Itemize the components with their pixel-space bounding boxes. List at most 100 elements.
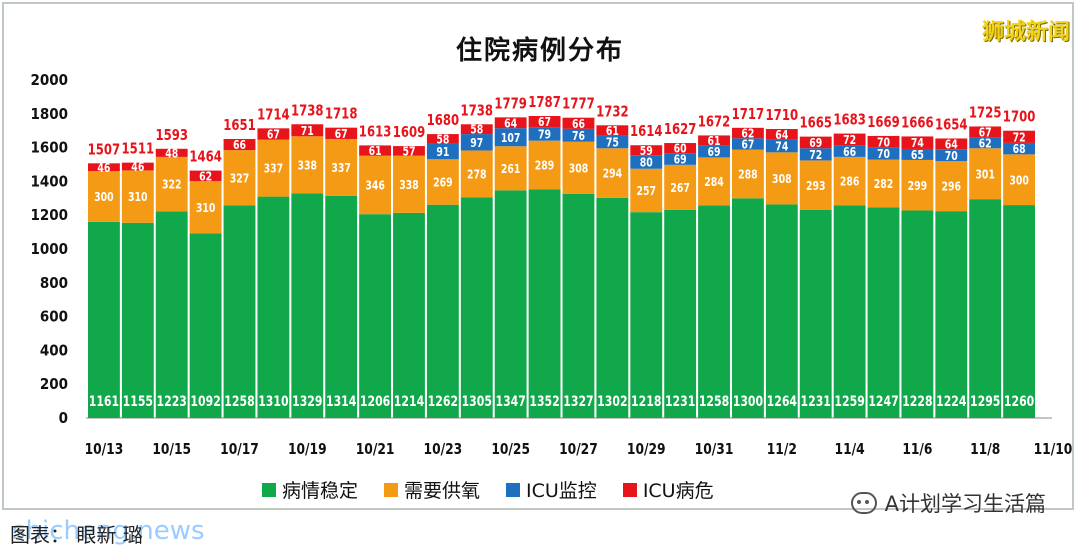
account-name: A计划学习生活篇 (884, 492, 1046, 516)
total-label: 1738 (291, 103, 324, 120)
bar-segment (393, 146, 425, 156)
bar-segment (935, 149, 968, 162)
bar-segment (88, 163, 120, 172)
data-label: 61 (708, 134, 721, 148)
bar-segment (528, 140, 561, 190)
data-label: 1300 (733, 393, 764, 410)
wechat-icon (850, 492, 877, 514)
bar-segment (833, 205, 866, 418)
data-label: 1231 (665, 393, 695, 410)
data-label: 65 (911, 148, 924, 162)
data-label: 338 (298, 158, 318, 172)
data-label: 257 (636, 184, 656, 198)
bar-segment (189, 181, 222, 234)
data-label: 64 (775, 128, 788, 142)
bar-segment (426, 204, 459, 418)
data-label: 1259 (834, 393, 864, 410)
total-label: 1738 (461, 103, 494, 120)
data-label: 1155 (123, 393, 153, 410)
data-label: 1314 (326, 393, 357, 410)
data-label: 338 (399, 178, 419, 192)
bar-segment (935, 211, 968, 418)
data-label: 74 (775, 139, 788, 153)
data-label: 76 (572, 129, 585, 143)
data-label: 261 (501, 162, 521, 176)
total-label: 1680 (427, 113, 460, 130)
total-label: 1710 (766, 108, 799, 125)
data-label: 284 (704, 175, 724, 189)
total-label: 1725 (969, 105, 1002, 122)
total-label: 1787 (528, 95, 561, 112)
bar-segment (799, 160, 832, 210)
data-label: 71 (301, 124, 314, 138)
bar-segment (799, 136, 832, 149)
x-tick-label: 10/31 (695, 441, 734, 458)
data-label: 296 (942, 180, 962, 194)
bar-segment (393, 212, 425, 418)
bar-segment (901, 136, 934, 149)
legend-swatch (506, 482, 521, 497)
data-label: 301 (975, 167, 995, 181)
data-label: 75 (606, 135, 619, 149)
x-tick-label: 10/27 (559, 441, 598, 458)
data-label: 293 (806, 179, 826, 193)
data-label: 1092 (190, 393, 220, 410)
data-label: 269 (433, 175, 453, 189)
data-label: 1258 (224, 393, 254, 410)
data-label: 67 (335, 127, 348, 141)
bar-segment (189, 170, 222, 182)
bar-segment (1003, 130, 1036, 143)
bar-segment (630, 155, 663, 169)
data-label: 70 (877, 135, 890, 149)
bar-segment (901, 210, 934, 418)
data-label: 72 (809, 148, 822, 162)
data-label: 57 (402, 144, 415, 158)
bar-segment (935, 138, 968, 150)
x-tick-label: 11/6 (902, 441, 932, 458)
bar-segment (562, 141, 595, 194)
site-watermark: shicheng.news (12, 516, 205, 546)
bar-segment (460, 124, 493, 135)
bar-segment (765, 152, 798, 205)
y-tick-label: 200 (40, 375, 68, 393)
data-label: 300 (1009, 173, 1029, 187)
bar-segment (528, 127, 561, 141)
data-label: 1302 (597, 393, 627, 410)
data-label: 69 (809, 136, 822, 150)
data-label: 337 (331, 161, 351, 175)
legend-swatch (262, 482, 276, 497)
bar-segment (325, 127, 358, 139)
total-label: 1718 (325, 106, 358, 123)
total-label: 1614 (630, 124, 663, 141)
y-tick-label: 400 (40, 341, 68, 359)
bar-segment (257, 128, 290, 140)
x-tick-label: 10/21 (356, 441, 395, 458)
bar-segment (630, 168, 663, 213)
data-label: 308 (772, 172, 792, 186)
data-label: 1231 (801, 393, 831, 410)
data-label: 286 (840, 174, 860, 188)
bar-segment (359, 145, 392, 156)
bar-segment (833, 145, 866, 157)
data-label: 64 (945, 137, 958, 151)
bar-segment (901, 159, 934, 211)
bar-segment (325, 138, 358, 196)
data-label: 68 (1013, 142, 1026, 156)
total-label: 1683 (833, 112, 866, 129)
bar-segment (460, 197, 493, 418)
total-label: 1779 (494, 96, 527, 113)
data-label: 278 (467, 167, 487, 181)
bar-segment (426, 143, 459, 160)
y-tick-label: 2000 (30, 71, 68, 89)
legend-swatch (384, 482, 399, 497)
x-tick-label: 11/4 (835, 441, 865, 458)
data-label: 70 (945, 149, 958, 163)
bar-segment (732, 127, 764, 139)
bar-segment (935, 161, 968, 212)
y-tick-label: 1800 (30, 105, 68, 123)
data-label: 1310 (258, 393, 289, 410)
bar-segment (223, 138, 256, 151)
total-label: 1714 (257, 107, 290, 124)
bar-segment (359, 155, 392, 215)
x-tick-label: 11/8 (970, 441, 1000, 458)
